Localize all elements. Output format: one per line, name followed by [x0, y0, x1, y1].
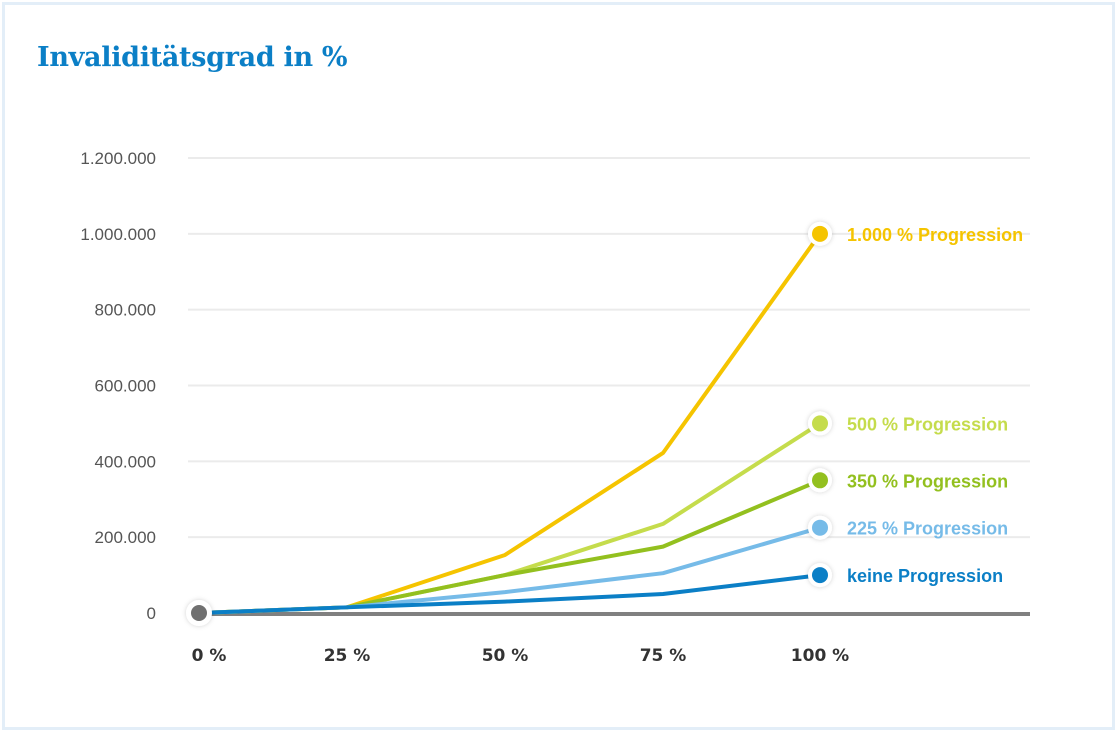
series-end-marker: [812, 472, 828, 489]
x-tick-label: 100 %: [791, 646, 849, 666]
y-tick-label: 800.000: [95, 301, 156, 320]
x-tick-label: 50 %: [482, 646, 529, 666]
series-label: 350 % Progression: [847, 471, 1008, 491]
x-tick-label: 25 %: [324, 646, 371, 666]
series-line: [197, 573, 822, 615]
y-tick-label: 400.000: [95, 452, 156, 471]
series-end-marker: [812, 519, 828, 536]
series-end-marker: [812, 225, 828, 242]
y-tick-label: 0: [147, 604, 156, 623]
chart-title: Invaliditätsgrad in %: [37, 42, 348, 73]
x-tick-label: 75 %: [640, 646, 687, 666]
series-label: 1.000 % Progression: [847, 225, 1023, 245]
series-label: 225 % Progression: [847, 519, 1008, 539]
series-label: 500 % Progression: [847, 414, 1008, 434]
origin-marker: [191, 605, 207, 621]
series-label: keine Progression: [847, 566, 1003, 586]
y-tick-label: 1.200.000: [80, 149, 156, 168]
y-tick-label: 1.000.000: [80, 225, 156, 244]
y-tick-label: 200.000: [95, 528, 156, 547]
series-end-marker: [812, 567, 828, 584]
x-tick-label: 0 %: [192, 646, 227, 666]
series-end-marker: [812, 415, 828, 432]
y-tick-label: 600.000: [95, 377, 156, 396]
